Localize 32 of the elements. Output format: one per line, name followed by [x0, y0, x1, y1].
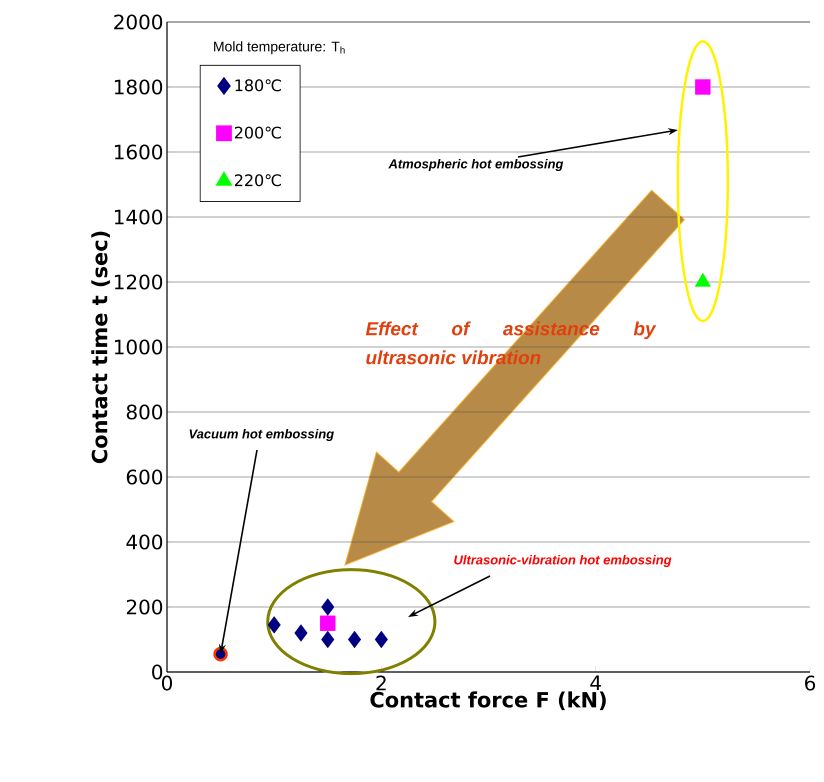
annotation: Atmospheric hot embossing — [388, 158, 564, 172]
legend-title: Mold temperature: T$_{h}$ — [214, 41, 345, 54]
point — [294, 624, 308, 642]
x-axis-title: Contact force F (kN) — [370, 691, 606, 710]
x-tick-label: 4 — [590, 676, 601, 690]
legend-label: 200℃ — [234, 126, 281, 139]
y-tick-label: 2000 — [114, 14, 162, 30]
y-tick-label: 1800 — [114, 79, 162, 95]
y-tick-label: 200 — [126, 599, 162, 615]
x-tick-label: 6 — [805, 676, 816, 691]
x-tick-label: 2 — [376, 676, 386, 690]
y-tick-label: 800 — [126, 404, 162, 420]
y-tick-label: 1600 — [114, 144, 162, 160]
y-tick-label: 1400 — [114, 209, 162, 225]
point — [348, 630, 362, 648]
point — [374, 630, 388, 648]
y-axis-title: Contact time t (sec) — [91, 232, 110, 464]
y-tick-label: 600 — [126, 469, 162, 485]
y-tick-label: 1000 — [114, 339, 162, 355]
y-tick-label: 0 — [152, 664, 162, 680]
y-tick-label: 1200 — [114, 274, 162, 290]
x-tick-label: 0 — [162, 676, 172, 691]
point — [268, 616, 281, 634]
point — [320, 616, 336, 631]
point — [321, 630, 334, 648]
point — [695, 79, 711, 95]
legend-label: 180℃ — [236, 79, 281, 92]
annotation: Ultrasonic-vibration hot embossing — [454, 554, 672, 568]
point — [321, 598, 334, 616]
annotation: Vacuum hot embossing — [190, 428, 334, 442]
y-tick-label: 400 — [126, 534, 162, 550]
legend-label: 220℃ — [234, 174, 281, 186]
